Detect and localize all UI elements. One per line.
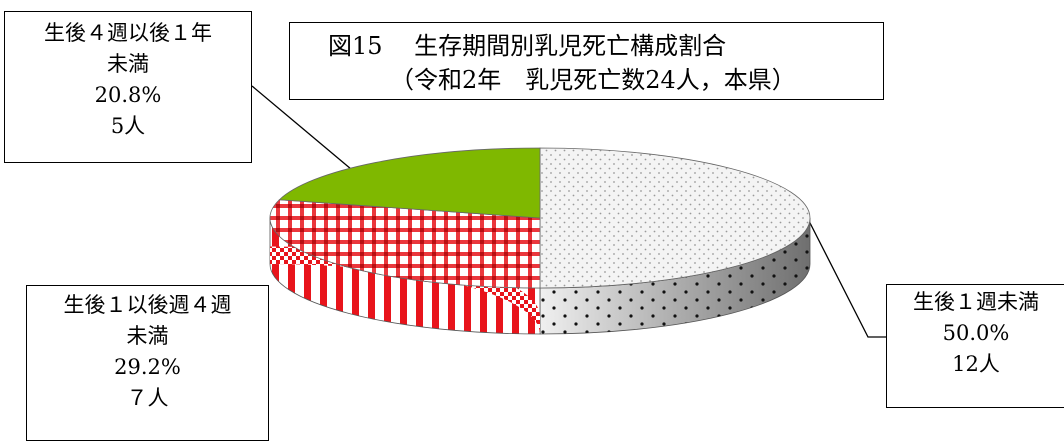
data-label-text: 生後１以後週４週 xyxy=(63,293,232,317)
data-label-slice-1: 生後１週未満 50.0% 12人 xyxy=(886,284,1064,408)
chart-title: 図15 生存期間別乳児死亡構成割合 xyxy=(328,32,727,60)
pie-slice-1 xyxy=(539,147,811,289)
pie-slice-2 xyxy=(269,199,541,289)
data-label-text: ７人 xyxy=(126,386,169,410)
data-label-text: 50.0% xyxy=(942,321,1010,345)
pie-slice-3 xyxy=(278,147,541,219)
data-label-text: 5人 xyxy=(110,114,146,138)
leader-line-c xyxy=(807,218,888,338)
pie-side-texture-1 xyxy=(540,218,810,334)
data-label-text: 未満 xyxy=(126,324,169,348)
data-label-text: 生後１週未満 xyxy=(913,290,1039,314)
data-label-slice-3: 生後４週以後１年 未満 20.8% 5人 xyxy=(4,11,252,163)
data-label-text: 未満 xyxy=(107,52,149,76)
data-label-slice-2: 生後１以後週４週 未満 29.2% ７人 xyxy=(26,285,269,441)
data-label-text: 生後４週以後１年 xyxy=(44,21,212,45)
data-label-text: 29.2% xyxy=(114,355,181,379)
data-label-text: 20.8% xyxy=(94,83,162,107)
pie-layer xyxy=(269,147,811,335)
data-label-text: 12人 xyxy=(952,352,1000,376)
chart-title-box: 図15 生存期間別乳児死亡構成割合 （令和2年 乳児死亡数24人，本県） xyxy=(289,22,884,100)
chart-subtitle: （令和2年 乳児死亡数24人，本県） xyxy=(390,66,796,94)
